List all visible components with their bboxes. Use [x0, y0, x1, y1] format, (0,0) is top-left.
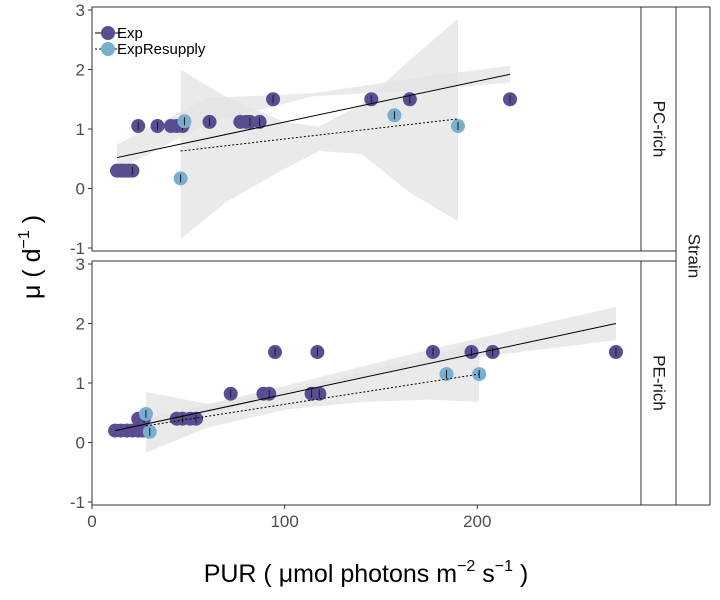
y-tick-label: 0: [76, 434, 85, 453]
y-tick-label: 1: [76, 374, 85, 393]
x-tick-label: 0: [87, 512, 96, 531]
y-tick-label: -1: [70, 239, 85, 258]
y-tick-label: 2: [76, 314, 85, 333]
outer-strip-box: [675, 6, 711, 506]
strip-box: [640, 6, 677, 252]
y-tick-label: -1: [70, 493, 85, 512]
legend-resupply-label: ExpResupply: [117, 41, 206, 58]
y-tick-label: 3: [76, 255, 85, 274]
legend-exp-marker: [101, 26, 115, 40]
fit-line-expresupply: [145, 373, 480, 427]
legend-exp-label: Exp: [117, 25, 143, 42]
panel-pe-rich: -1 0 1 2 3 PE-rich: [70, 255, 677, 512]
panel-pc-rich: -1 0 1 2 3 PC-rich: [70, 1, 677, 258]
legend-resupply-marker: [101, 42, 115, 56]
strip-label: PE-rich: [650, 355, 669, 411]
x-tick-label: 200: [463, 512, 491, 531]
x-tick-label: 100: [270, 512, 298, 531]
y-tick-label: 0: [76, 180, 85, 199]
ci-ribbon-expresupply: [180, 18, 458, 240]
y-tick-label: 2: [76, 60, 85, 79]
strip-box: [640, 260, 677, 506]
fit-line-expresupply: [180, 118, 459, 152]
y-tick-label: 3: [76, 1, 85, 20]
legend: Exp ExpResupply: [95, 25, 206, 58]
y-axis-title: μ ( d−1 ): [16, 215, 46, 299]
y-tick-label: 1: [76, 120, 85, 139]
x-axis-title: PUR ( μmol photons m−2 s−1 ): [204, 558, 529, 588]
fit-line-exp: [116, 73, 511, 159]
fit-line-exp: [115, 322, 617, 432]
strip-label: PC-rich: [650, 101, 669, 158]
outer-strip-label: Strain: [685, 234, 704, 278]
